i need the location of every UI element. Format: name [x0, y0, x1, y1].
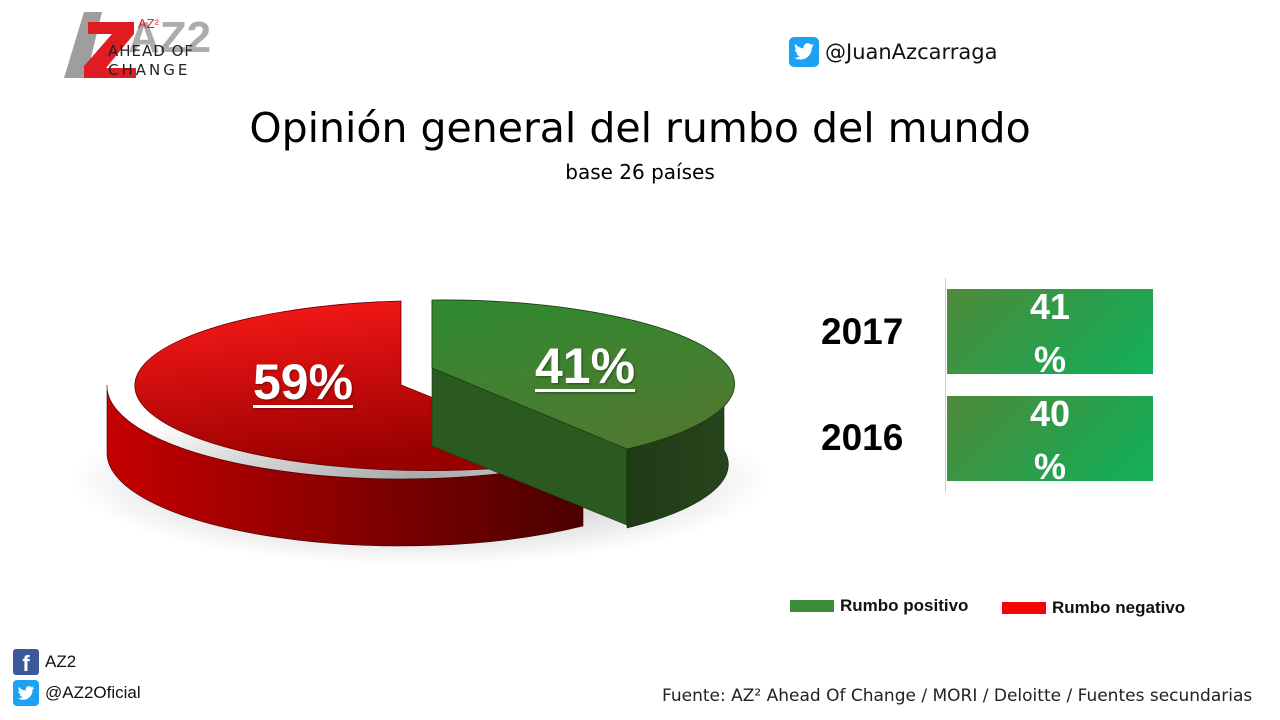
comparison-value-2016: 40 % [947, 393, 1153, 487]
comparison-unit-2017: % [1033, 339, 1066, 380]
year-label-2017: 2017 [821, 311, 904, 352]
comparison-bar-2016: 40 % [947, 394, 1153, 487]
twitter-link[interactable]: @AZ2Oficial [13, 680, 141, 706]
logo-tagline-line2: CHANGE [108, 61, 191, 79]
twitter-icon [789, 37, 819, 67]
legend-swatch-negative [1002, 602, 1046, 614]
twitter-label: @AZ2Oficial [45, 683, 141, 702]
comparison-bar-2017: 41 % [947, 287, 1153, 380]
pie-slice-negative-side [106, 384, 584, 547]
az2-logo: AZ2 [64, 12, 211, 78]
legend-label-positive: Rumbo positivo [840, 596, 969, 615]
pie-label-positive: 41% [535, 338, 636, 394]
facebook-link[interactable]: f AZ2 [13, 649, 76, 675]
comparison-unit-2016: % [1033, 446, 1066, 487]
legend-item-positive: Rumbo positivo [790, 596, 968, 616]
comparison-value-2017: 41 % [947, 286, 1153, 380]
twitter-handle-text: @JuanAzcarraga [825, 40, 998, 64]
comparison-number-2017: 41 [1029, 286, 1071, 327]
legend-label-negative: Rumbo negativo [1052, 598, 1186, 617]
facebook-label: AZ2 [45, 652, 77, 671]
pie-label-negative: 59% [253, 354, 354, 410]
twitter-handle-header[interactable]: @JuanAzcarraga [789, 37, 997, 67]
year-label-2016: 2016 [821, 417, 904, 458]
logo-superscript: AZ² [138, 16, 159, 31]
comparison-number-2016: 40 [1029, 393, 1071, 434]
source-note: Fuente: AZ² Ahead Of Change / MORI / Del… [662, 686, 1253, 706]
legend-swatch-positive [790, 600, 834, 612]
legend-item-negative: Rumbo negativo [1002, 598, 1185, 618]
chart-title: Opinión general del rumbo del mundo [249, 104, 1031, 152]
facebook-icon: f [13, 649, 39, 675]
logo-mark-text: AZ2 [128, 13, 211, 62]
comparison-divider [945, 278, 946, 492]
pie-slice-positive [431, 299, 735, 450]
logo-tagline-line1: AHEAD OF [108, 42, 195, 60]
chart-subtitle: base 26 países [565, 160, 715, 184]
pie-chart [70, 299, 770, 565]
twitter-icon [13, 680, 39, 706]
